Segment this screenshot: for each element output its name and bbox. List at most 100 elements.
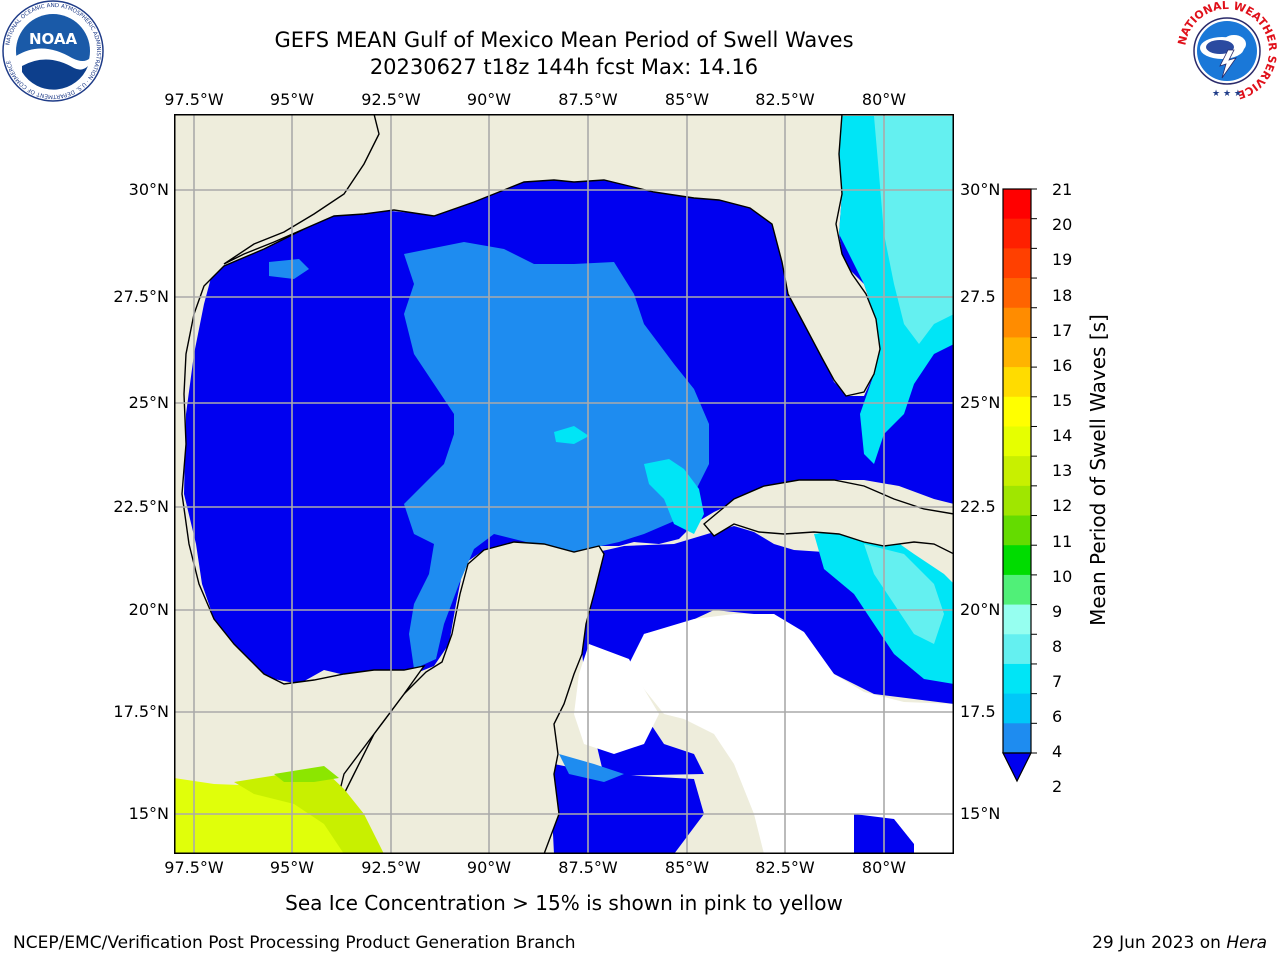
swell-6-8-area	[554, 426, 589, 444]
colorbar-segment	[1003, 663, 1031, 695]
lat-label-left: 15°N	[128, 804, 169, 823]
colorbar-tick-label: 13	[1052, 461, 1073, 480]
swell-4-6-area	[269, 259, 309, 279]
footer-host: Hera	[1226, 933, 1267, 953]
colorbar-segment	[1003, 545, 1031, 576]
atlantic-swell-area	[874, 116, 954, 344]
lat-label-left: 22.5°N	[113, 497, 169, 516]
colorbar-segment	[1003, 307, 1031, 338]
nws-logo: NATIONAL WEATHER SERVICE ★ ★ ★	[1175, 0, 1279, 102]
colorbar-tick-label: 14	[1052, 426, 1073, 445]
colorbar-tick-label: 20	[1052, 215, 1073, 234]
missing-data-area	[629, 614, 954, 854]
footer-credit: NCEP/EMC/Verification Post Processing Pr…	[13, 933, 576, 953]
lat-label-right: 25°N	[960, 393, 1001, 412]
chart-subtitle: 20230627 t18z 144h fcst Max: 14.16	[369, 55, 759, 79]
colorbar-segment	[1003, 604, 1031, 635]
colorbar-tick-label: 15	[1052, 391, 1073, 410]
colorbar-tick-label: 6	[1052, 707, 1063, 726]
swell-6-8-area	[644, 459, 704, 534]
lon-label-top: 90°W	[466, 90, 512, 109]
lat-label-right: 30°N	[960, 180, 1001, 199]
colorbar-segment	[1003, 396, 1031, 427]
lat-label-left: 17.5°N	[113, 702, 169, 721]
lon-label-top: 95°W	[269, 90, 315, 109]
lon-label-top: 80°W	[861, 90, 907, 109]
colorbar-tick-label: 17	[1052, 321, 1073, 340]
colorbar-segment	[1003, 693, 1031, 724]
lon-label-top: 97.5°W	[164, 90, 224, 109]
colorbar-segment	[1003, 456, 1031, 487]
lon-label-top: 87.5°W	[558, 90, 618, 109]
colorbar-tick-label: 8	[1052, 637, 1063, 656]
graticule	[174, 114, 954, 854]
lon-label-bottom: 90°W	[466, 858, 512, 877]
lon-label-top: 85°W	[664, 90, 710, 109]
noaa-logo: NOAA NATIONAL OCEANIC AND ATMOSPHERIC AD…	[2, 0, 104, 102]
caribbean-water	[552, 764, 704, 854]
colorbar-tick-label: 9	[1052, 602, 1063, 621]
colorbar-tick-label: 21	[1052, 180, 1073, 199]
lon-label-bottom: 92.5°W	[361, 858, 421, 877]
map-panel	[173, 113, 955, 855]
colorbar-title: Mean Period of Swell Waves [s]	[1086, 314, 1110, 626]
colorbar-segment	[1003, 485, 1031, 517]
colorbar-segment	[1003, 248, 1031, 279]
swell-4-6-area	[404, 242, 709, 669]
us-landmass	[223, 113, 881, 397]
cuba-landmass	[703, 479, 955, 556]
swell-4-6-area	[559, 754, 624, 782]
sea-ice-note: Sea Ice Concentration > 15% is shown in …	[285, 891, 843, 915]
colorbar-segment	[1003, 574, 1031, 606]
colorbar	[1002, 188, 1037, 783]
lat-label-left: 25°N	[128, 393, 169, 412]
colorbar-segment	[1003, 367, 1031, 398]
map-svg	[173, 113, 955, 855]
colorbar-segment	[1003, 337, 1031, 368]
yucatan-landmass	[333, 541, 605, 855]
lat-label-right: 22.5	[960, 497, 996, 516]
svg-text:★ ★ ★: ★ ★ ★	[1212, 89, 1242, 99]
colorbar-segment	[1003, 634, 1031, 665]
lat-label-right: 20°N	[960, 600, 1001, 619]
noaa-logo-label: NOAA	[29, 30, 78, 48]
colorbar-segment	[1003, 723, 1031, 754]
colorbar-segment	[1003, 426, 1031, 457]
lon-label-bottom: 80°W	[861, 858, 907, 877]
colorbar-tick-label: 16	[1052, 356, 1073, 375]
chart-title: GEFS MEAN Gulf of Mexico Mean Period of …	[274, 28, 854, 52]
lat-label-left: 27.5°N	[113, 287, 169, 306]
map-frame	[174, 114, 954, 854]
lon-label-bottom: 95°W	[269, 858, 315, 877]
colorbar-tick-label: 12	[1052, 496, 1073, 515]
colorbar-tick-label: 11	[1052, 532, 1073, 551]
lat-label-right: 15°N	[960, 804, 1001, 823]
colorbar-segment	[1003, 218, 1031, 249]
lat-label-left: 20°N	[128, 600, 169, 619]
pacific-swell-area	[234, 770, 384, 854]
lat-label-right: 17.5	[960, 702, 996, 721]
colorbar-tick-label: 2	[1052, 777, 1063, 796]
colorbar-frame	[1002, 188, 1032, 754]
colorbar-tick-label: 10	[1052, 567, 1073, 586]
footer-date: 29 Jun 2023 on Hera	[1092, 933, 1267, 953]
colorbar-tick-label: 4	[1052, 742, 1063, 761]
lon-label-bottom: 82.5°W	[755, 858, 815, 877]
colorbar-tick-label: 18	[1052, 286, 1073, 305]
colorbar-extend-arrow	[1002, 752, 1032, 783]
colorbar-tick-label: 19	[1052, 250, 1073, 269]
colorbar-segment	[1003, 189, 1031, 220]
colorbar-segment	[1003, 278, 1031, 309]
lat-label-left: 30°N	[128, 180, 169, 199]
lon-label-top: 82.5°W	[755, 90, 815, 109]
lon-label-bottom: 85°W	[664, 858, 710, 877]
pacific-swell-area	[274, 766, 339, 782]
colorbar-tick-label: 7	[1052, 672, 1063, 691]
lon-label-bottom: 97.5°W	[164, 858, 224, 877]
footer-date-text: 29 Jun 2023 on	[1092, 933, 1227, 953]
lon-label-bottom: 87.5°W	[558, 858, 618, 877]
missing-data-area	[574, 644, 659, 754]
lon-label-top: 92.5°W	[361, 90, 421, 109]
lat-label-right: 27.5	[960, 287, 996, 306]
colorbar-segment	[1003, 515, 1031, 546]
